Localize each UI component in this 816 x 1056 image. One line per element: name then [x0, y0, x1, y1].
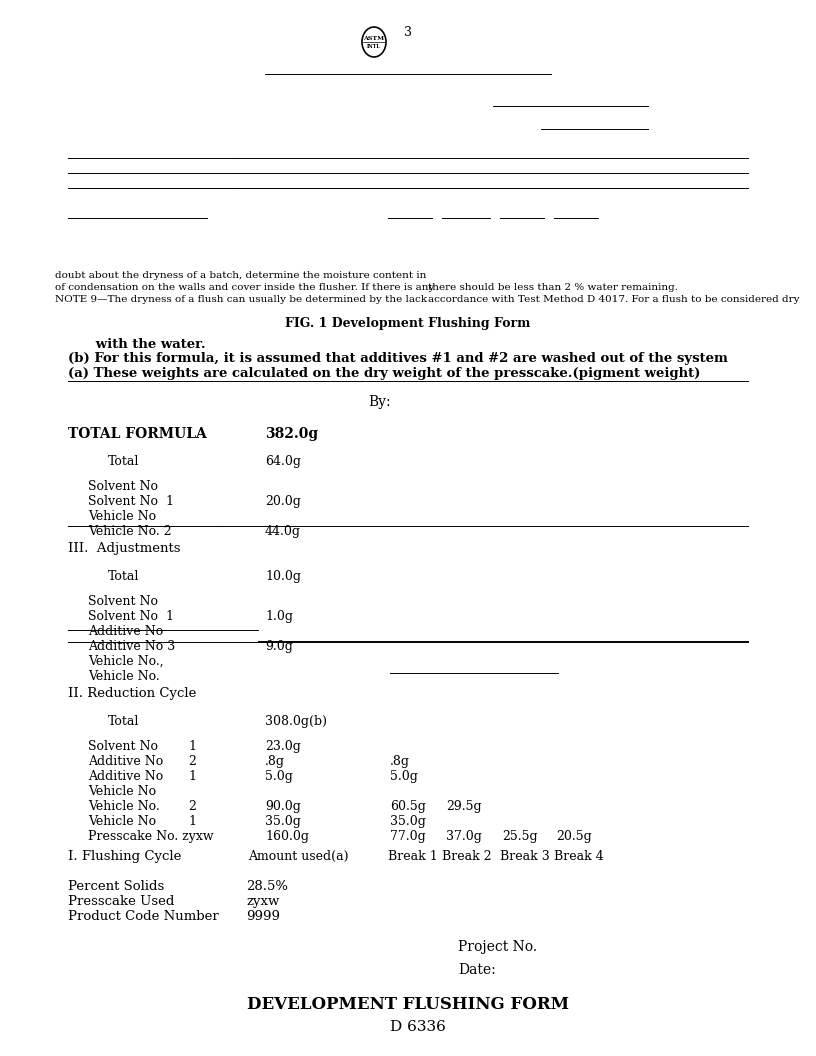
Text: Vehicle No: Vehicle No	[88, 785, 156, 798]
Text: 37.0g: 37.0g	[446, 830, 482, 843]
Text: ASTM: ASTM	[363, 36, 384, 40]
Text: zyxw: zyxw	[246, 895, 279, 908]
Text: 5.0g: 5.0g	[390, 770, 418, 782]
Text: Vehicle No.: Vehicle No.	[88, 800, 160, 813]
Text: 20.0g: 20.0g	[265, 495, 301, 508]
Text: Additive No 3: Additive No 3	[88, 640, 175, 653]
Text: Percent Solids: Percent Solids	[68, 880, 164, 893]
Text: 29.5g: 29.5g	[446, 800, 481, 813]
Text: 10.0g: 10.0g	[265, 570, 301, 583]
Text: D 6336: D 6336	[390, 1020, 446, 1034]
Text: 1: 1	[188, 740, 196, 753]
Text: Vehicle No.,: Vehicle No.,	[88, 655, 164, 668]
Text: Solvent No: Solvent No	[88, 595, 158, 608]
Text: Vehicle No: Vehicle No	[88, 815, 156, 828]
Text: Break 2: Break 2	[442, 850, 491, 863]
Text: Date:: Date:	[458, 963, 496, 977]
Text: 2: 2	[188, 800, 196, 813]
Text: 382.0g: 382.0g	[265, 427, 318, 441]
Text: 90.0g: 90.0g	[265, 800, 301, 813]
Text: 20.5g: 20.5g	[556, 830, 592, 843]
Text: there should be less than 2 % water remaining.: there should be less than 2 % water rema…	[428, 283, 678, 293]
Text: Additive No: Additive No	[88, 755, 163, 768]
Text: 60.5g: 60.5g	[390, 800, 426, 813]
Text: doubt about the dryness of a batch, determine the moisture content in: doubt about the dryness of a batch, dete…	[55, 271, 427, 280]
Text: 2: 2	[188, 755, 196, 768]
Text: Total: Total	[108, 570, 140, 583]
Text: Amount used(a): Amount used(a)	[248, 850, 348, 863]
Text: Solvent No: Solvent No	[88, 740, 158, 753]
Text: II. Reduction Cycle: II. Reduction Cycle	[68, 687, 197, 700]
Text: Additive No: Additive No	[88, 625, 163, 638]
Text: 77.0g: 77.0g	[390, 830, 426, 843]
Text: Additive No: Additive No	[88, 770, 163, 782]
Text: accordance with Test Method D 4017. For a flush to be considered dry: accordance with Test Method D 4017. For …	[428, 295, 800, 304]
Text: I. Flushing Cycle: I. Flushing Cycle	[68, 850, 181, 863]
Text: with the water.: with the water.	[68, 338, 206, 351]
Text: INTL: INTL	[367, 43, 381, 49]
Text: 9999: 9999	[246, 910, 280, 923]
Text: 1: 1	[188, 770, 196, 782]
Text: 64.0g: 64.0g	[265, 455, 301, 468]
Text: TOTAL FORMULA: TOTAL FORMULA	[68, 427, 206, 441]
Text: By:: By:	[368, 395, 391, 409]
Text: DEVELOPMENT FLUSHING FORM: DEVELOPMENT FLUSHING FORM	[247, 996, 569, 1013]
Text: Solvent No  1: Solvent No 1	[88, 495, 174, 508]
Text: 1.0g: 1.0g	[265, 610, 293, 623]
Text: Solvent No  1: Solvent No 1	[88, 610, 174, 623]
Text: Vehicle No.: Vehicle No.	[88, 670, 160, 683]
Text: III.  Adjustments: III. Adjustments	[68, 542, 180, 555]
Text: 5.0g: 5.0g	[265, 770, 293, 782]
Text: FIG. 1 Development Flushing Form: FIG. 1 Development Flushing Form	[286, 317, 530, 329]
Text: 308.0g(b): 308.0g(b)	[265, 715, 327, 728]
Text: 23.0g: 23.0g	[265, 740, 301, 753]
Text: of condensation on the walls and cover inside the flusher. If there is any: of condensation on the walls and cover i…	[55, 283, 434, 293]
Text: Total: Total	[108, 455, 140, 468]
Text: NOTE 9—The dryness of a flush can usually be determined by the lack: NOTE 9—The dryness of a flush can usuall…	[55, 295, 427, 304]
Text: Presscake Used: Presscake Used	[68, 895, 175, 908]
Text: Break 1: Break 1	[388, 850, 437, 863]
Text: Project No.: Project No.	[458, 940, 537, 954]
Text: Presscake No. zyxw: Presscake No. zyxw	[88, 830, 214, 843]
Text: 1: 1	[188, 815, 196, 828]
Text: Break 4: Break 4	[554, 850, 604, 863]
Text: .8g: .8g	[390, 755, 410, 768]
Text: 3: 3	[404, 26, 412, 39]
Text: Vehicle No: Vehicle No	[88, 510, 156, 523]
Text: Break 3: Break 3	[500, 850, 550, 863]
Text: Solvent No: Solvent No	[88, 480, 158, 493]
Text: Total: Total	[108, 715, 140, 728]
Text: Product Code Number: Product Code Number	[68, 910, 219, 923]
Text: (a) These weights are calculated on the dry weight of the presscake.(pigment wei: (a) These weights are calculated on the …	[68, 367, 700, 380]
Text: 160.0g: 160.0g	[265, 830, 309, 843]
Text: (b) For this formula, it is assumed that additives #1 and #2 are washed out of t: (b) For this formula, it is assumed that…	[68, 352, 728, 365]
Text: 35.0g: 35.0g	[265, 815, 301, 828]
Text: 25.5g: 25.5g	[502, 830, 538, 843]
Text: 9.0g: 9.0g	[265, 640, 293, 653]
Text: 35.0g: 35.0g	[390, 815, 426, 828]
Text: 44.0g: 44.0g	[265, 525, 301, 538]
Text: .8g: .8g	[265, 755, 285, 768]
Text: Vehicle No. 2: Vehicle No. 2	[88, 525, 171, 538]
Text: 28.5%: 28.5%	[246, 880, 288, 893]
